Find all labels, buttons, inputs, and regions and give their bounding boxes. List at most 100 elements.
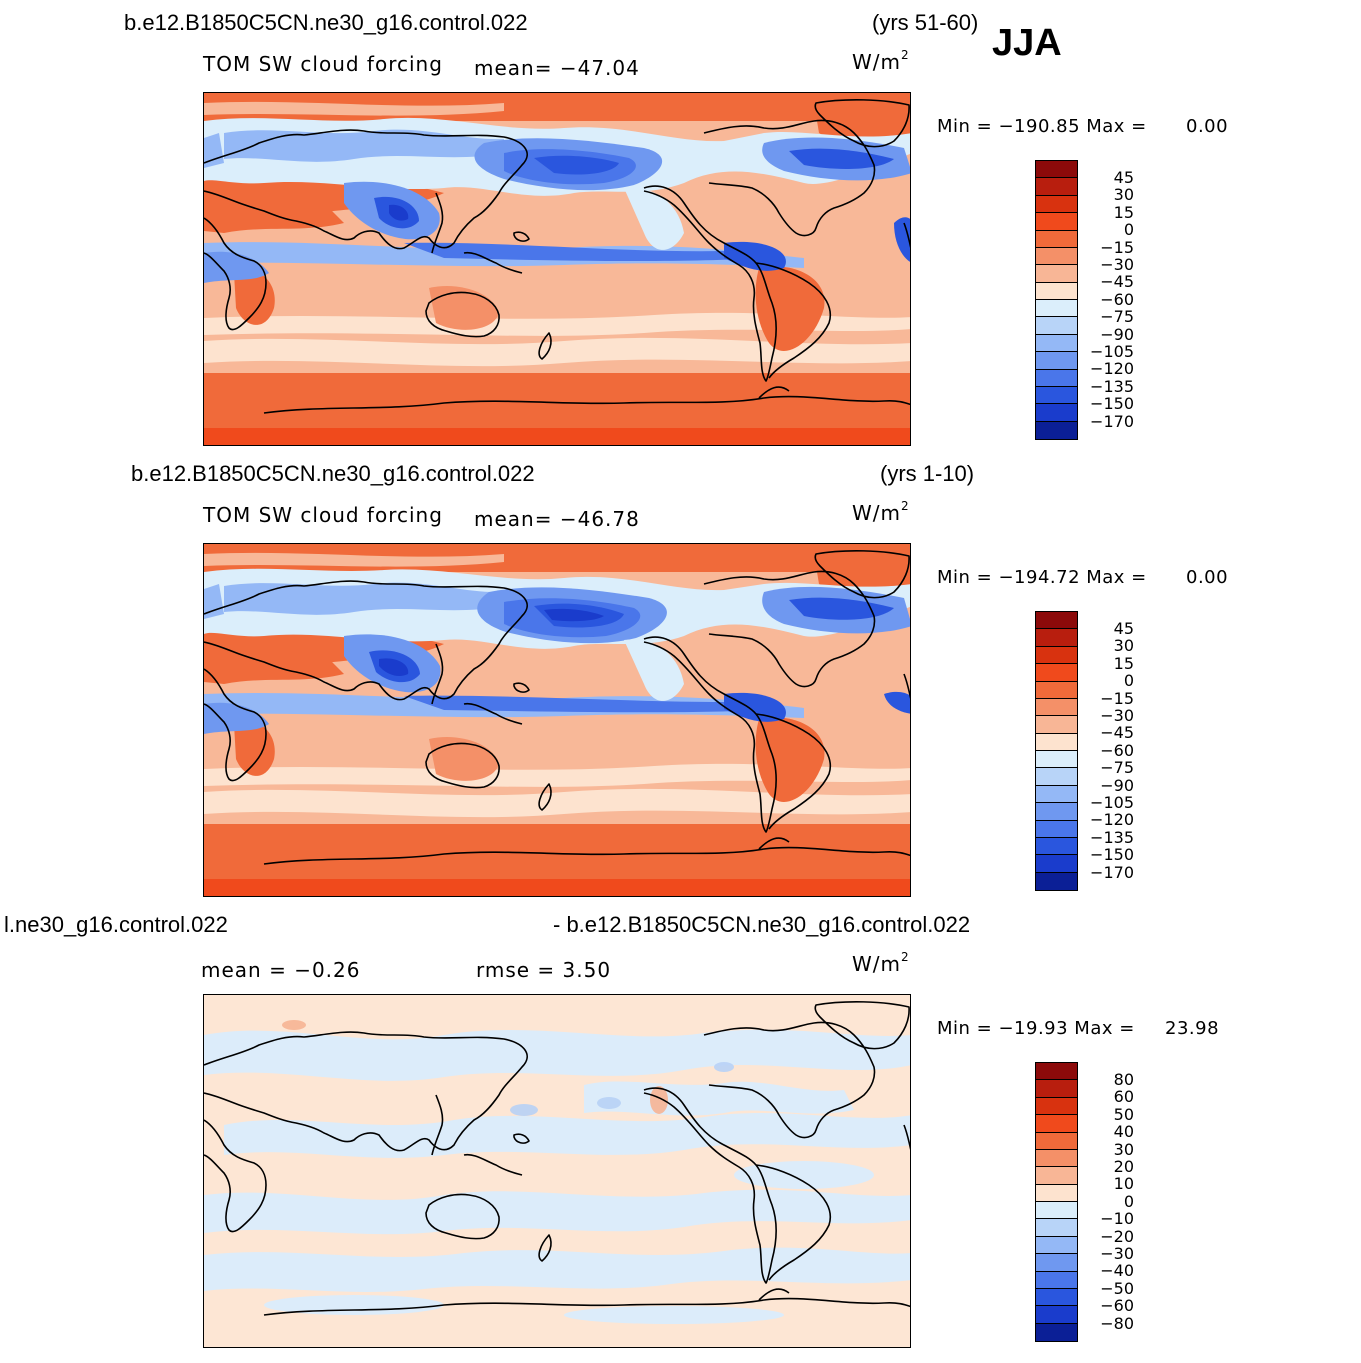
colorbar-label: −60: [1100, 1296, 1134, 1316]
panel3-units: W/m2: [852, 950, 910, 976]
colorbar-label: 30: [1113, 185, 1134, 205]
colorbar-swatch: [1036, 1271, 1077, 1289]
colorbar-label: −105: [1090, 793, 1134, 813]
colorbar-swatch: [1036, 317, 1077, 335]
colorbar-swatch: [1036, 681, 1077, 699]
panel1-mean: mean= −47.04: [474, 56, 640, 80]
colorbar-label: −75: [1100, 307, 1134, 327]
colorbar-label: −45: [1100, 723, 1134, 743]
colorbar-swatch: [1036, 1306, 1077, 1324]
colorbar-swatch: [1036, 768, 1077, 786]
colorbar-swatch: [1036, 1063, 1077, 1081]
colorbar-label: 40: [1113, 1122, 1134, 1142]
colorbar-label: −75: [1100, 758, 1134, 778]
panel1-map: [203, 92, 911, 446]
colorbar-label: −60: [1100, 289, 1134, 309]
colorbar-swatch: [1036, 612, 1077, 630]
panel3-case-title-right: - b.e12.B1850C5CN.ne30_g16.control.022: [553, 912, 971, 937]
panel1-years: (yrs 51-60): [872, 10, 979, 35]
colorbar-swatch: [1036, 1080, 1077, 1098]
panel2-min-max: Min = −194.72 Max =: [937, 567, 1147, 588]
colorbar-label: −170: [1090, 862, 1134, 882]
colorbar-label: −10: [1100, 1209, 1134, 1229]
panel1-units: W/m2: [852, 48, 910, 74]
colorbar-swatch: [1036, 855, 1077, 873]
colorbar-label: −150: [1090, 394, 1134, 414]
panel1-min-max: Min = −190.85 Max =: [937, 116, 1147, 137]
panel2-mean: mean= −46.78: [474, 507, 640, 531]
colorbar-label: −20: [1100, 1226, 1134, 1246]
panel2-variable: TOM SW cloud forcing: [203, 503, 443, 527]
panel1-max-value: 0.00: [1186, 116, 1229, 137]
colorbar-swatch: [1036, 247, 1077, 266]
colorbar-label: −30: [1100, 1244, 1134, 1264]
colorbar-swatch: [1036, 716, 1077, 734]
colorbar-swatch: [1036, 1219, 1077, 1237]
colorbar-swatch: [1036, 698, 1077, 717]
panel3-colorbar-labels: 80 60 50 40 30 20 10 0 −10 −20 −30 −40 −50 −60 −80: [1090, 1071, 1134, 1333]
colorbar-label: −45: [1100, 272, 1134, 292]
colorbar-label: 20: [1113, 1157, 1134, 1177]
colorbar-swatch: [1036, 334, 1077, 353]
colorbar-swatch: [1036, 1254, 1077, 1272]
colorbar-swatch: [1036, 386, 1077, 405]
colorbar-label: −60: [1100, 740, 1134, 760]
colorbar-label: −170: [1090, 411, 1134, 431]
colorbar-label: 45: [1113, 619, 1134, 638]
colorbar-swatch: [1036, 213, 1077, 231]
colorbar-swatch: [1036, 837, 1077, 856]
colorbar-label: −15: [1100, 237, 1134, 257]
colorbar-swatch: [1036, 1184, 1077, 1202]
colorbar-label: −30: [1100, 255, 1134, 275]
colorbar-swatch: [1036, 1236, 1077, 1255]
panel3-map: [203, 994, 911, 1348]
colorbar-label: −135: [1090, 376, 1134, 396]
colorbar-label: 30: [1113, 636, 1134, 656]
colorbar-swatch: [1036, 872, 1077, 890]
colorbar-label: −105: [1090, 342, 1134, 362]
colorbar-swatch: [1036, 282, 1077, 300]
colorbar-label: −50: [1100, 1278, 1134, 1298]
colorbar-swatch: [1036, 161, 1077, 179]
panel2-units: W/m2: [852, 499, 910, 525]
panel3-colorbar: [1035, 1062, 1078, 1342]
colorbar-label: −135: [1090, 827, 1134, 847]
panel3-max-value: 23.98: [1165, 1018, 1220, 1039]
panel3-rmse: rmse = 3.50: [476, 958, 612, 982]
colorbar-label: −80: [1100, 1313, 1134, 1333]
colorbar-swatch: [1036, 664, 1077, 682]
colorbar-swatch: [1036, 352, 1077, 370]
colorbar-label: −40: [1100, 1261, 1134, 1281]
season-label: JJA: [992, 22, 1062, 64]
colorbar-swatch: [1036, 300, 1077, 318]
colorbar-label: 10: [1113, 1174, 1134, 1194]
colorbar-swatch: [1036, 1149, 1077, 1168]
panel3-mean: mean = −0.26: [201, 958, 361, 982]
colorbar-swatch: [1036, 230, 1077, 248]
panel3-min-max: Min = −19.93 Max =: [937, 1018, 1135, 1039]
colorbar-swatch: [1036, 1323, 1077, 1341]
colorbar-swatch: [1036, 1288, 1077, 1307]
colorbar-label: 0: [1123, 220, 1134, 240]
colorbar-swatch: [1036, 646, 1077, 665]
colorbar-label: −90: [1100, 324, 1134, 344]
colorbar-label: −120: [1090, 359, 1134, 379]
colorbar-label: 60: [1113, 1087, 1134, 1107]
colorbar-swatch: [1036, 178, 1077, 196]
colorbar-label: −30: [1100, 706, 1134, 726]
colorbar-label: 0: [1123, 671, 1134, 691]
colorbar-label: 15: [1113, 653, 1134, 673]
colorbar-swatch: [1036, 421, 1077, 439]
colorbar-label: 15: [1113, 202, 1134, 222]
colorbar-swatch: [1036, 1132, 1077, 1150]
panel1-colorbar: [1035, 160, 1078, 440]
panel2-max-value: 0.00: [1186, 567, 1229, 588]
colorbar-swatch: [1036, 1202, 1077, 1220]
panel1-case-title: b.e12.B1850C5CN.ne30_g16.control.022: [124, 10, 528, 35]
colorbar-label: 0: [1123, 1191, 1134, 1211]
panel2-years: (yrs 1-10): [880, 461, 975, 486]
colorbar-swatch: [1036, 751, 1077, 769]
colorbar-label: 45: [1113, 168, 1134, 187]
colorbar-swatch: [1036, 1115, 1077, 1133]
panel3-case-title-left: l.ne30_g16.control.022: [4, 912, 228, 937]
